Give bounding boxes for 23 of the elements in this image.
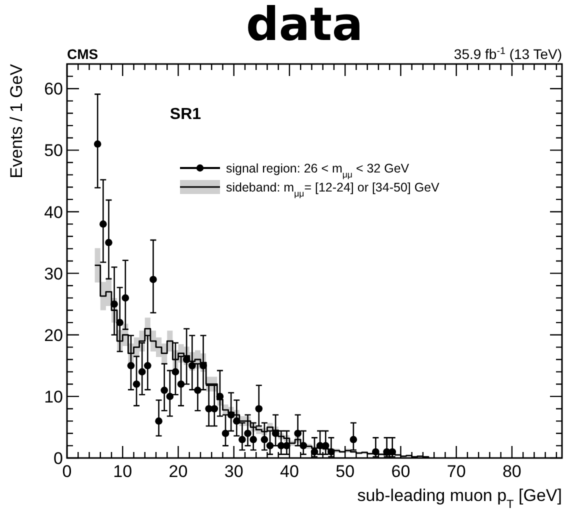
chart-title: data bbox=[246, 0, 363, 51]
x-axis-title: sub-leading muon p$_{T}$ [GeV] bbox=[357, 486, 562, 511]
x-tick-label: 10 bbox=[113, 462, 132, 481]
y-tick-label: 40 bbox=[44, 202, 63, 222]
legend-label: sideband: m$_{μμ}$= [12-24] or [34-50] GeV bbox=[226, 180, 440, 198]
x-tick-label: 40 bbox=[280, 462, 299, 481]
x-tick-label: 50 bbox=[336, 462, 355, 481]
y-tick-label: 10 bbox=[44, 387, 63, 406]
x-tick-label: 20 bbox=[168, 462, 188, 481]
y-tick-label: 0 bbox=[54, 449, 63, 468]
y-tick-label: 50 bbox=[44, 141, 63, 160]
x-tick-label: 60 bbox=[391, 462, 410, 481]
x-tick-label: 30 bbox=[224, 462, 244, 481]
legend-label: signal region: 26 < m$_{μμ}$ < 32 GeV bbox=[226, 162, 410, 180]
y-axis-title: Events / 1 GeV bbox=[7, 63, 26, 178]
text: 35.9 fb$^{-1}$ (13 TeV) bbox=[454, 46, 562, 62]
x-tick-label: 70 bbox=[446, 462, 466, 481]
y-tick-label: 60 bbox=[44, 80, 63, 99]
y-tick-label: 20 bbox=[44, 326, 63, 345]
text: CMS bbox=[67, 46, 98, 62]
annotation: SR1 bbox=[170, 106, 202, 123]
x-tick-label: 80 bbox=[502, 462, 522, 481]
y-tick-label: 30 bbox=[44, 264, 63, 284]
